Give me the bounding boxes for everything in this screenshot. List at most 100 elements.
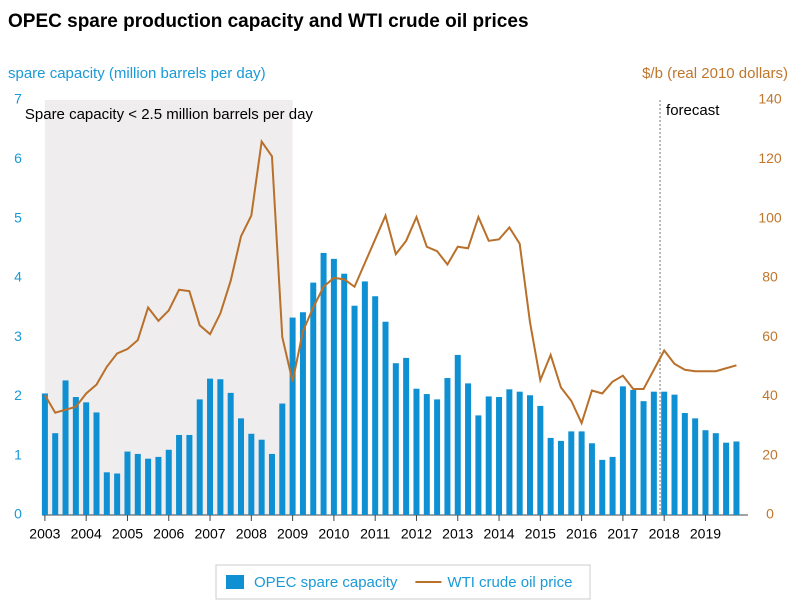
y-tick-label: 2 [14,387,22,403]
y2-tick-label: 40 [762,387,778,403]
x-tick-label: 2016 [566,526,597,542]
bar [712,433,719,515]
bar [289,317,296,515]
bar [114,473,121,515]
y2-tick-label: 100 [758,209,782,225]
x-tick-label: 2018 [649,526,680,542]
x-tick-label: 2017 [607,526,638,542]
bar [671,394,678,515]
bar [547,437,554,515]
bar [578,431,585,515]
y2-tick-label: 60 [762,328,778,344]
bar [217,379,224,515]
line [44,138,737,426]
x-tick-label: 2006 [153,526,184,542]
x-tick-label: 2008 [236,526,267,542]
bar [588,443,595,515]
x-tick-label: 2005 [112,526,143,542]
bar [661,391,668,515]
y2-tick-label: 80 [762,269,778,285]
bar [165,449,172,515]
bar [537,405,544,515]
bar [650,391,657,515]
legend-swatch [226,575,244,589]
bar [382,321,389,515]
bar [238,418,245,515]
bar [423,394,430,515]
bar [351,305,358,515]
y-tick-label: 6 [14,150,22,166]
x-tick-label: 2004 [71,526,102,542]
bar [124,451,131,515]
bar [723,442,730,515]
bar [506,389,513,515]
bar [568,431,575,515]
legend-box [215,564,591,600]
bar [268,453,275,515]
bar [681,413,688,515]
x-tick-label: 2009 [277,526,308,542]
bar [310,282,317,515]
bar [557,440,564,515]
legend-label: OPEC spare capacity [254,574,398,591]
bar [702,430,709,515]
bar [248,433,255,515]
bar [361,281,368,515]
x-tick-label: 2014 [483,526,514,542]
bar [692,418,699,515]
y2-tick-label: 140 [758,91,782,107]
y2-tick-label: 20 [762,446,778,462]
y-tick-label: 5 [14,209,22,225]
x-tick-label: 2003 [29,526,60,542]
bar [155,456,162,515]
x-tick-label: 2019 [690,526,721,542]
y-tick-label: 3 [14,328,22,344]
bar [103,472,110,515]
y2-tick-label: 120 [758,150,782,166]
bar [372,296,379,515]
bar [134,453,141,515]
x-tick-label: 2015 [525,526,556,542]
bar [258,439,265,515]
bar [62,380,69,515]
bar [485,396,492,515]
bar [640,401,647,515]
y2-axis-title: $/b (real 2010 dollars) [642,65,788,82]
x-tick-label: 2011 [360,526,390,542]
bar [444,378,451,515]
bar [496,397,503,515]
bar [83,402,90,515]
y-tick-label: 0 [14,506,22,522]
chart-title: OPEC spare production capacity and WTI c… [8,11,529,32]
y-tick-label: 1 [14,446,22,462]
bar [207,378,214,515]
bar [599,459,606,515]
legend-label: WTI crude oil price [447,574,572,591]
bar [434,399,441,515]
x-tick-label: 2013 [442,526,473,542]
y2-tick-label: 0 [766,506,774,522]
bar [454,354,461,515]
bar [196,399,203,515]
bar [341,273,348,515]
bar [516,391,523,515]
bar [320,252,327,515]
annotation: Spare capacity < 2.5 million barrels per… [25,106,314,123]
bar [465,383,472,515]
bar [227,392,234,515]
annotation: forecast [666,102,720,119]
y-tick-label: 7 [14,91,22,107]
x-tick-label: 2012 [401,526,432,542]
bar [403,357,410,515]
bar [475,415,482,515]
bar [609,456,616,515]
bar [72,397,79,515]
x-tick-label: 2007 [194,526,225,542]
bar [619,386,626,515]
bar [176,434,183,515]
x-tick-label: 2010 [318,526,349,542]
bar [52,433,59,515]
bar [630,389,637,515]
y-axis-title: spare capacity (million barrels per day) [8,65,266,82]
